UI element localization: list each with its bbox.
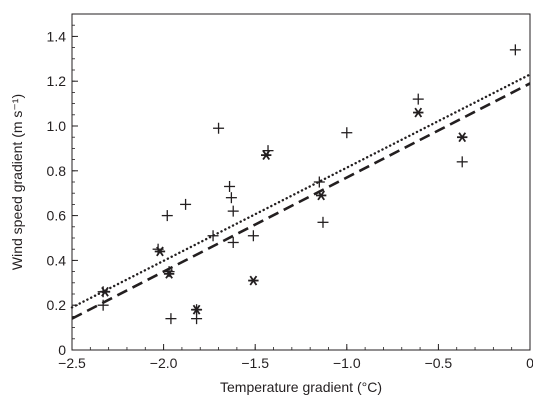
chart-marks (97, 44, 521, 325)
y-tick-label: 0.8 (47, 163, 67, 179)
asterisk-marker (99, 286, 111, 297)
y-tick-label: 0.4 (47, 252, 67, 268)
x-tick-label: −1.0 (333, 355, 361, 371)
asterisk-marker (260, 150, 272, 161)
x-axis-ticks: −2.5 −2.0 −1.5 −1.0 −0.5 0 (58, 344, 533, 371)
x-tick-label: −2.5 (58, 355, 86, 371)
plus-marker (227, 236, 239, 248)
y-axis-label: Wind speed gradient (m s⁻¹) (9, 94, 25, 270)
y-axis-ticks: 0 0.2 0.4 0.6 0.8 1.0 1.2 1.4 (47, 13, 78, 358)
plus-marker (341, 127, 353, 139)
x-tick-label: −0.5 (425, 355, 453, 371)
dotted-fit-line (70, 73, 532, 309)
plus-marker (213, 122, 225, 134)
plot-frame (71, 13, 531, 351)
asterisk-marker (413, 107, 424, 118)
y-tick-label: 0.2 (47, 297, 67, 313)
x-axis-label: Temperature gradient (°C) (220, 379, 382, 395)
y-tick-label: 1.2 (47, 73, 67, 89)
plus-marker (247, 230, 259, 242)
plus-marker (509, 44, 521, 56)
plus-marker (227, 205, 239, 217)
plus-marker (224, 180, 236, 192)
asterisk-marker (457, 132, 468, 143)
y-tick-label: 0 (58, 342, 66, 358)
plus-marker (412, 93, 424, 105)
plus-marker (165, 313, 177, 325)
x-tick-label: −2.0 (150, 355, 178, 371)
x-tick-label: −1.5 (241, 355, 269, 371)
plus-marker (225, 192, 237, 204)
plus-marker (191, 313, 203, 325)
y-tick-label: 0.6 (47, 208, 67, 224)
plus-marker (456, 156, 468, 168)
asterisk-marker (191, 304, 202, 315)
plus-marker (161, 210, 173, 222)
asterisk-marker (154, 246, 166, 257)
plus-marker (313, 176, 325, 188)
y-tick-label: 1.4 (47, 28, 67, 44)
dashed-fit-line (71, 82, 531, 320)
plus-marker (180, 198, 192, 210)
y-tick-label: 1.0 (47, 118, 67, 134)
asterisk-marker (248, 275, 259, 286)
x-tick-label: 0 (526, 355, 533, 371)
fit-lines (70, 73, 532, 320)
plus-marker (317, 216, 329, 228)
